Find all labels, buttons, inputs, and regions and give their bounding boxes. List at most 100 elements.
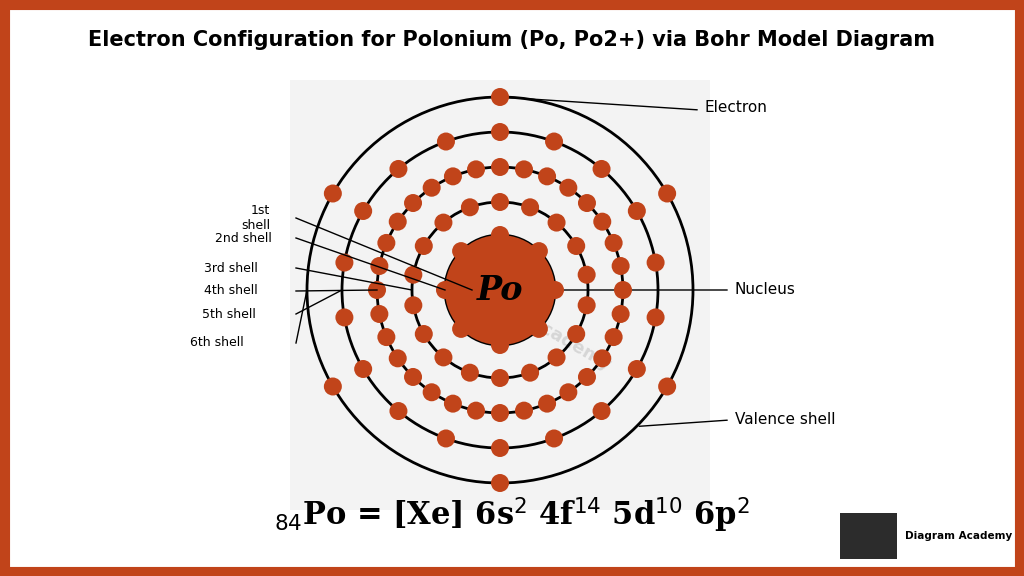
Text: Electron: Electron [705,100,768,116]
Text: Po: Po [477,274,523,306]
Circle shape [490,88,509,106]
Circle shape [444,168,462,185]
Circle shape [389,349,407,367]
Circle shape [646,253,665,271]
Circle shape [593,160,610,178]
Circle shape [490,336,509,354]
Circle shape [453,242,470,260]
Circle shape [354,360,372,378]
Text: 6th shell: 6th shell [190,336,244,350]
Circle shape [415,237,433,255]
Circle shape [593,349,611,367]
Circle shape [467,160,485,179]
Circle shape [611,305,630,323]
Text: Electron Configuration for Polonium (Po, Po2+) via Bohr Model Diagram: Electron Configuration for Polonium (Po,… [88,30,936,50]
Circle shape [490,193,509,211]
Circle shape [538,168,556,185]
Circle shape [436,281,454,299]
Circle shape [490,253,509,271]
Bar [840,513,897,559]
Circle shape [389,160,408,178]
Circle shape [324,184,342,203]
Circle shape [434,348,453,366]
Circle shape [604,328,623,346]
Circle shape [604,234,623,252]
Circle shape [490,309,509,327]
Circle shape [490,226,509,244]
Circle shape [545,430,563,448]
Circle shape [423,179,440,197]
Circle shape [490,404,509,422]
Circle shape [490,158,509,176]
Circle shape [336,253,353,271]
Circle shape [567,237,585,255]
Text: 4th shell: 4th shell [204,285,258,297]
Circle shape [521,198,539,217]
Circle shape [567,325,585,343]
Circle shape [545,132,563,150]
Circle shape [437,132,455,150]
Circle shape [404,194,422,212]
Circle shape [578,194,596,212]
Circle shape [404,266,422,284]
Circle shape [434,214,453,232]
Circle shape [461,363,479,382]
Circle shape [354,202,372,220]
Circle shape [368,281,386,299]
Circle shape [628,360,646,378]
Text: 2nd shell: 2nd shell [215,232,272,244]
Circle shape [437,430,455,448]
Circle shape [578,368,596,386]
Circle shape [515,401,534,420]
Circle shape [578,266,596,284]
Circle shape [453,320,470,338]
Circle shape [371,305,388,323]
Circle shape [490,123,509,141]
Circle shape [546,281,564,299]
Circle shape [415,325,433,343]
Text: Diagram Academy: Diagram Academy [905,530,1013,541]
Circle shape [490,439,509,457]
Text: Valence shell: Valence shell [735,412,836,427]
Text: 3rd shell: 3rd shell [204,262,258,275]
Circle shape [404,368,422,386]
Circle shape [548,214,565,232]
Text: 1st
shell: 1st shell [241,204,270,232]
Circle shape [593,402,610,420]
Circle shape [628,202,646,220]
Circle shape [324,377,342,396]
Circle shape [578,296,596,314]
Circle shape [378,234,395,252]
Circle shape [404,296,422,314]
Circle shape [614,281,632,299]
Circle shape [646,308,665,327]
Bar [290,80,710,510]
Circle shape [389,213,407,230]
Circle shape [461,198,479,217]
Circle shape [593,213,611,230]
Text: 5th shell: 5th shell [202,308,256,320]
Circle shape [521,363,539,382]
Circle shape [529,320,548,338]
Circle shape [336,308,353,327]
Circle shape [658,184,676,203]
Circle shape [490,474,509,492]
Text: Diagram Academy: Diagram Academy [445,266,614,374]
Text: $_{84}$Po = [Xe] 6s$^{2}$ 4f$^{14}$ 5d$^{10}$ 6p$^{2}$: $_{84}$Po = [Xe] 6s$^{2}$ 4f$^{14}$ 5d$^… [274,495,750,535]
Circle shape [389,402,408,420]
Circle shape [445,235,555,345]
Circle shape [515,160,534,179]
Text: Nucleus: Nucleus [735,282,796,297]
Circle shape [467,401,485,420]
Circle shape [658,377,676,396]
Circle shape [444,395,462,412]
Circle shape [548,348,565,366]
Circle shape [559,179,578,197]
Circle shape [423,383,440,401]
Circle shape [378,328,395,346]
Circle shape [538,395,556,412]
Circle shape [529,242,548,260]
Circle shape [559,383,578,401]
Circle shape [371,257,388,275]
Circle shape [490,369,509,387]
